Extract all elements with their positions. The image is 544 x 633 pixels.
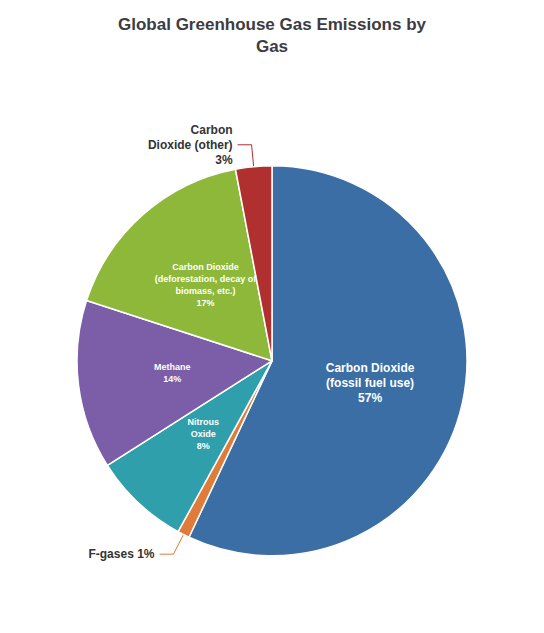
svg-text:(fossil fuel use): (fossil fuel use)	[326, 376, 414, 390]
svg-text:biomass, etc.): biomass, etc.)	[176, 286, 236, 296]
svg-text:Carbon Dioxide: Carbon Dioxide	[326, 361, 415, 375]
svg-text:57%: 57%	[358, 391, 382, 405]
svg-text:17%: 17%	[197, 298, 215, 308]
svg-text:14%: 14%	[163, 374, 181, 384]
svg-text:F-gases 1%: F-gases 1%	[88, 547, 154, 561]
svg-text:Dioxide (other): Dioxide (other)	[148, 138, 233, 152]
svg-text:Carbon Dioxide: Carbon Dioxide	[172, 262, 239, 272]
svg-text:Nitrous: Nitrous	[187, 417, 219, 427]
svg-text:3%: 3%	[215, 153, 233, 167]
svg-text:Carbon: Carbon	[191, 123, 233, 137]
svg-text:8%: 8%	[197, 441, 210, 451]
svg-text:(deforestation, decay of: (deforestation, decay of	[155, 274, 258, 284]
svg-text:Gas: Gas	[256, 37, 288, 56]
svg-text:Methane: Methane	[154, 362, 191, 372]
svg-text:Oxide: Oxide	[191, 429, 216, 439]
svg-text:Global Greenhouse Gas Emission: Global Greenhouse Gas Emissions by	[118, 15, 427, 34]
